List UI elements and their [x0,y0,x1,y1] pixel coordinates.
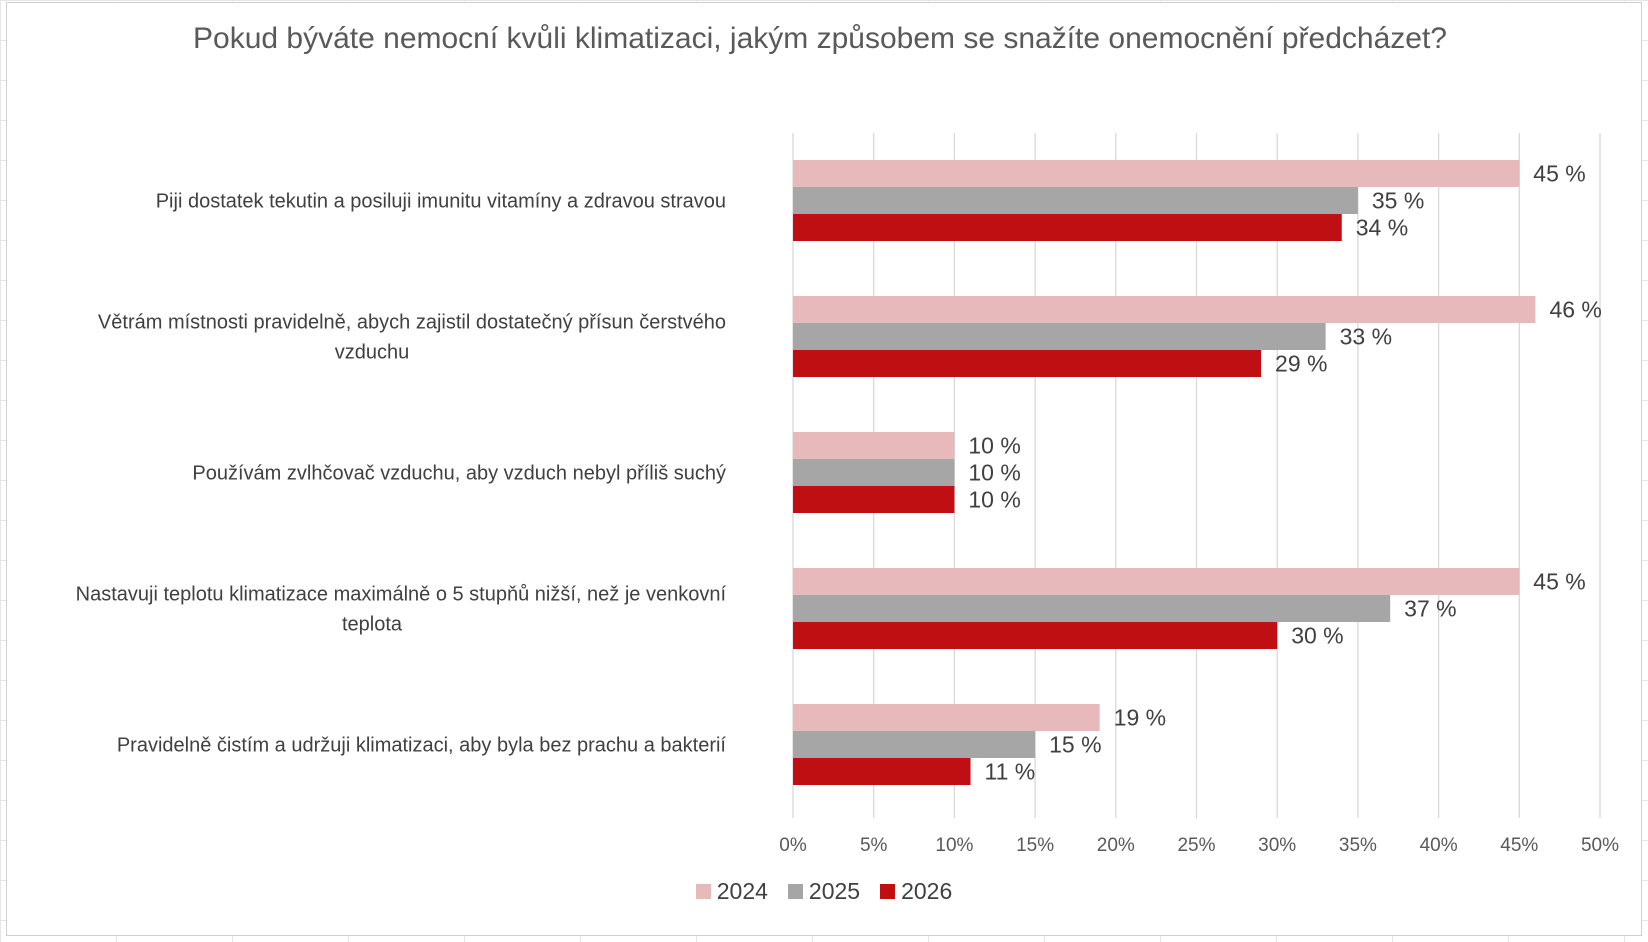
data-label-2026: 29 % [1275,351,1327,377]
bar-2024[interactable] [793,296,1536,323]
bar-2025[interactable] [793,459,955,486]
x-tick-label: 25% [1177,835,1215,856]
legend-item-2025[interactable]: 2025 [787,878,861,905]
data-label-2026: 10 % [968,487,1020,513]
legend-swatch [695,884,711,899]
legend-label: 2026 [901,878,953,904]
legend-label: 2025 [808,878,861,904]
x-tick-label: 50% [1581,835,1619,856]
bar-2025[interactable] [793,323,1326,350]
x-tick-label: 0% [779,835,807,856]
legend-item-2024[interactable]: 2024 [695,878,768,905]
legend: 2024 2025 2026 [0,878,1648,905]
data-label-2024: 46 % [1549,297,1601,323]
data-label-2026: 11 % [985,759,1036,785]
legend-swatch [787,884,803,899]
data-label-2026: 30 % [1291,623,1343,649]
x-tick-label: 10% [935,835,973,856]
bar-2026[interactable] [793,622,1278,649]
data-label-2024: 45 % [1533,569,1585,595]
x-tick-label: 20% [1097,835,1135,856]
data-label-2024: 45 % [1533,161,1585,187]
x-tick-label: 15% [1016,835,1054,856]
category-label: Pravidelně čistím a udržuji klimatizaci,… [117,735,727,757]
bar-2024[interactable] [793,568,1520,595]
bar-2026[interactable] [793,214,1342,241]
x-tick-label: 35% [1339,835,1377,856]
x-tick-label: 30% [1258,835,1296,856]
data-label-2024: 19 % [1114,705,1166,731]
category-label: Větrám místnosti pravidelně, abych zajis… [98,312,726,364]
data-label-2025: 35 % [1372,188,1424,214]
category-label: Piji dostatek tekutin a posiluji imunitu… [156,191,726,213]
category-label: Nastavuji teplotu klimatizace maximálně … [76,584,727,636]
x-tick-label: 40% [1420,835,1458,856]
bar-2026[interactable] [793,486,955,513]
bar-2024[interactable] [793,704,1100,731]
category-label: Používám zvlhčovač vzduchu, aby vzduch n… [192,463,726,485]
bars [793,160,1536,785]
x-axis-ticks: 0% 5% 10% 15% 20% 25% 30% 35% 40% 45% 50% [779,835,1619,856]
chart-title: Pokud býváte nemocní kvůli klimatizaci, … [193,22,1447,55]
data-label-2025: 37 % [1404,596,1456,622]
legend-swatch [880,884,896,899]
bar-2024[interactable] [793,432,955,459]
bar-2025[interactable] [793,187,1358,214]
data-label-2025: 10 % [968,460,1020,486]
bar-2024[interactable] [793,160,1520,187]
bar-2026[interactable] [793,758,971,785]
data-label-2025: 33 % [1340,324,1392,350]
bar-2025[interactable] [793,731,1036,758]
category-labels: Piji dostatek tekutin a posiluji imunitu… [76,191,727,757]
data-labels: 45 %35 %34 %46 %33 %29 %10 %10 %10 %45 %… [968,161,1601,785]
data-label-2026: 34 % [1356,215,1408,241]
x-tick-label: 5% [860,835,888,856]
data-label-2024: 10 % [968,433,1020,459]
x-tick-label: 45% [1500,835,1538,856]
data-label-2025: 15 % [1049,732,1101,758]
bar-2026[interactable] [793,350,1262,377]
bar-2025[interactable] [793,595,1391,622]
legend-item-2026[interactable]: 2026 [880,878,952,905]
legend-label: 2024 [716,878,768,904]
